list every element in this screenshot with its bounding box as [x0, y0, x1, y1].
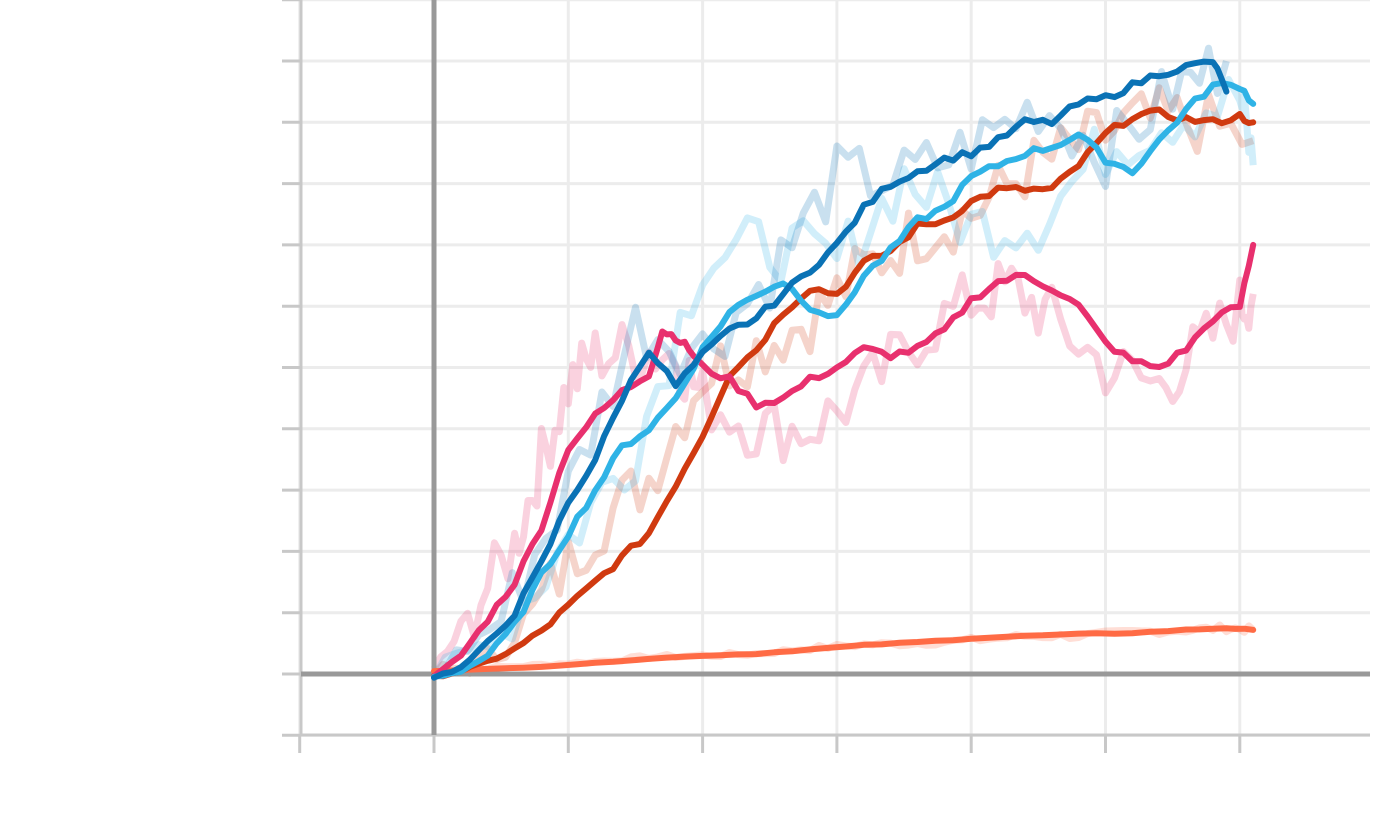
- smoothed-series-line: [431, 106, 1257, 680]
- smoothed-series-line: [431, 58, 1230, 681]
- raw-series-line: [431, 84, 1255, 678]
- raw-series-line: [432, 44, 1230, 678]
- raw-series-line: [430, 76, 1257, 679]
- raw-series-line: [430, 260, 1257, 671]
- smoothed-series-line: [431, 241, 1257, 680]
- smoothed-series-layer: [431, 58, 1257, 681]
- axis-layer: [282, 0, 1370, 753]
- smoothed-series-line: [431, 80, 1257, 680]
- smoothed-series-line: [431, 625, 1257, 675]
